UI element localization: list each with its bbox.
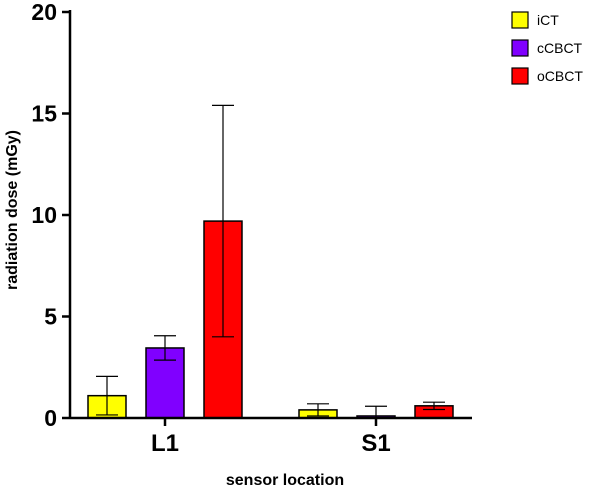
legend-swatch-iCT bbox=[511, 11, 529, 29]
bars-layer bbox=[87, 104, 454, 419]
y-tick-label-15: 15 bbox=[31, 101, 57, 127]
legend-label-iCT: iCT bbox=[537, 12, 559, 28]
error-bar-oCBCT-L1 bbox=[212, 104, 234, 338]
axes-layer: 0 5 10 15 20 L1 S1 bbox=[31, 0, 472, 457]
x-axis-title: sensor location bbox=[226, 472, 344, 489]
y-tick-label-10: 10 bbox=[31, 202, 57, 228]
x-tick-label-S1: S1 bbox=[361, 430, 390, 457]
error-bar-iCT-L1 bbox=[96, 375, 118, 416]
error-bar-iCT-S1 bbox=[307, 403, 329, 417]
legend-label-cCBCT: cCBCT bbox=[537, 40, 583, 56]
error-bar-cCBCT-L1 bbox=[154, 335, 176, 361]
x-tick-label-L1: L1 bbox=[151, 430, 179, 457]
legend: iCT cCBCT oCBCT bbox=[511, 11, 583, 85]
y-tick-label-0: 0 bbox=[44, 405, 57, 431]
error-bar-oCBCT-S1 bbox=[423, 401, 445, 411]
legend-swatch-cCBCT bbox=[511, 39, 529, 57]
y-tick-label-20: 20 bbox=[31, 0, 57, 25]
legend-swatch-oCBCT bbox=[511, 67, 529, 85]
legend-label-oCBCT: oCBCT bbox=[537, 68, 583, 84]
y-axis-title: radiation dose (mGy) bbox=[4, 130, 21, 290]
y-tick-label-5: 5 bbox=[44, 304, 57, 330]
